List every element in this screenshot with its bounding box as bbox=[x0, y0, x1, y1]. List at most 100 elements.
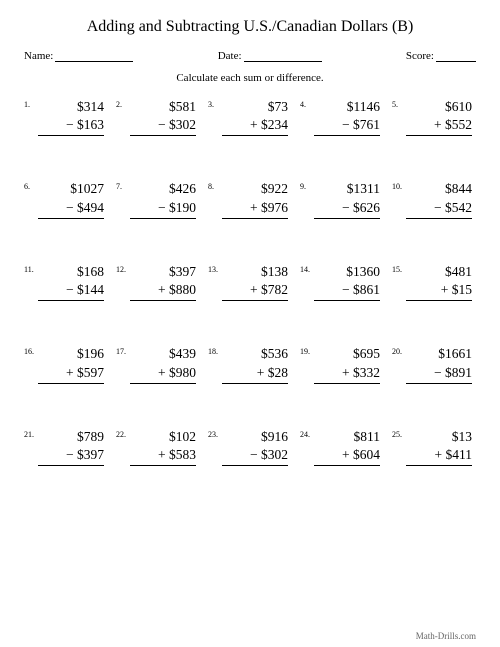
problem-number: 24. bbox=[300, 428, 314, 439]
problem-body: $1027− $494 bbox=[38, 180, 108, 218]
problem-grid: 1.$314− $1632.$581− $3023.$73+ $2344.$11… bbox=[24, 98, 476, 466]
operand-bottom: − $144 bbox=[38, 281, 104, 301]
problem-body: $922+ $976 bbox=[222, 180, 292, 218]
problem-body: $610+ $552 bbox=[406, 98, 476, 136]
problem-number: 13. bbox=[208, 263, 222, 274]
operand-top: $314 bbox=[38, 98, 104, 116]
operand-bottom: + $15 bbox=[406, 281, 472, 301]
problem-number: 9. bbox=[300, 180, 314, 191]
score-line[interactable] bbox=[436, 51, 476, 62]
problem: 6.$1027− $494 bbox=[24, 180, 108, 218]
problem-body: $1311− $626 bbox=[314, 180, 384, 218]
operand-bottom: + $782 bbox=[222, 281, 288, 301]
operand-bottom: − $761 bbox=[314, 116, 380, 136]
operand-bottom: + $552 bbox=[406, 116, 472, 136]
footer: Math-Drills.com bbox=[416, 631, 476, 641]
problem-number: 23. bbox=[208, 428, 222, 439]
operand-top: $168 bbox=[38, 263, 104, 281]
problem-number: 20. bbox=[392, 345, 406, 356]
date-label: Date: bbox=[218, 50, 242, 62]
problem-number: 5. bbox=[392, 98, 406, 109]
problem: 1.$314− $163 bbox=[24, 98, 108, 136]
problem-number: 19. bbox=[300, 345, 314, 356]
operand-bottom: + $583 bbox=[130, 446, 196, 466]
page-title: Adding and Subtracting U.S./Canadian Dol… bbox=[24, 18, 476, 36]
problem-number: 17. bbox=[116, 345, 130, 356]
problem: 7.$426− $190 bbox=[116, 180, 200, 218]
problem-body: $789− $397 bbox=[38, 428, 108, 466]
problem-body: $13+ $411 bbox=[406, 428, 476, 466]
problem-number: 25. bbox=[392, 428, 406, 439]
problem-body: $138+ $782 bbox=[222, 263, 292, 301]
instruction: Calculate each sum or difference. bbox=[24, 72, 476, 84]
operand-top: $73 bbox=[222, 98, 288, 116]
problem-number: 2. bbox=[116, 98, 130, 109]
problem-body: $196+ $597 bbox=[38, 345, 108, 383]
operand-top: $1360 bbox=[314, 263, 380, 281]
problem-body: $73+ $234 bbox=[222, 98, 292, 136]
operand-top: $844 bbox=[406, 180, 472, 198]
problem-number: 22. bbox=[116, 428, 130, 439]
problem: 4.$1146− $761 bbox=[300, 98, 384, 136]
operand-bottom: − $626 bbox=[314, 199, 380, 219]
date-field: Date: bbox=[218, 50, 322, 62]
date-line[interactable] bbox=[244, 51, 322, 62]
operand-top: $1311 bbox=[314, 180, 380, 198]
operand-top: $610 bbox=[406, 98, 472, 116]
problem-body: $1661− $891 bbox=[406, 345, 476, 383]
problem-number: 4. bbox=[300, 98, 314, 109]
problem-number: 18. bbox=[208, 345, 222, 356]
operand-bottom: − $163 bbox=[38, 116, 104, 136]
operand-top: $1146 bbox=[314, 98, 380, 116]
operand-bottom: − $542 bbox=[406, 199, 472, 219]
problem-body: $844− $542 bbox=[406, 180, 476, 218]
problem: 10.$844− $542 bbox=[392, 180, 476, 218]
problem-number: 11. bbox=[24, 263, 38, 274]
operand-top: $13 bbox=[406, 428, 472, 446]
problem-body: $314− $163 bbox=[38, 98, 108, 136]
operand-top: $439 bbox=[130, 345, 196, 363]
problem-body: $581− $302 bbox=[130, 98, 200, 136]
operand-top: $811 bbox=[314, 428, 380, 446]
problem-number: 7. bbox=[116, 180, 130, 191]
problem: 9.$1311− $626 bbox=[300, 180, 384, 218]
problem-body: $426− $190 bbox=[130, 180, 200, 218]
problem-number: 15. bbox=[392, 263, 406, 274]
score-field: Score: bbox=[406, 50, 476, 62]
operand-bottom: + $597 bbox=[38, 364, 104, 384]
operand-top: $138 bbox=[222, 263, 288, 281]
operand-top: $196 bbox=[38, 345, 104, 363]
problem-body: $916− $302 bbox=[222, 428, 292, 466]
problem: 2.$581− $302 bbox=[116, 98, 200, 136]
problem-number: 16. bbox=[24, 345, 38, 356]
operand-top: $581 bbox=[130, 98, 196, 116]
problem: 11.$168− $144 bbox=[24, 263, 108, 301]
problem-body: $695+ $332 bbox=[314, 345, 384, 383]
operand-bottom: − $397 bbox=[38, 446, 104, 466]
operand-top: $426 bbox=[130, 180, 196, 198]
operand-top: $481 bbox=[406, 263, 472, 281]
problem: 21.$789− $397 bbox=[24, 428, 108, 466]
operand-top: $789 bbox=[38, 428, 104, 446]
operand-bottom: + $234 bbox=[222, 116, 288, 136]
problem-number: 21. bbox=[24, 428, 38, 439]
problem: 22.$102+ $583 bbox=[116, 428, 200, 466]
header-row: Name: Date: Score: bbox=[24, 50, 476, 62]
problem-number: 6. bbox=[24, 180, 38, 191]
problem: 20.$1661− $891 bbox=[392, 345, 476, 383]
problem: 17.$439+ $980 bbox=[116, 345, 200, 383]
operand-top: $1661 bbox=[406, 345, 472, 363]
operand-top: $922 bbox=[222, 180, 288, 198]
problem: 23.$916− $302 bbox=[208, 428, 292, 466]
problem: 12.$397+ $880 bbox=[116, 263, 200, 301]
problem: 25.$13+ $411 bbox=[392, 428, 476, 466]
operand-bottom: − $494 bbox=[38, 199, 104, 219]
operand-bottom: + $976 bbox=[222, 199, 288, 219]
name-line[interactable] bbox=[55, 51, 133, 62]
operand-top: $102 bbox=[130, 428, 196, 446]
operand-bottom: + $28 bbox=[222, 364, 288, 384]
problem: 14.$1360− $861 bbox=[300, 263, 384, 301]
problem: 13.$138+ $782 bbox=[208, 263, 292, 301]
problem-number: 8. bbox=[208, 180, 222, 191]
problem: 16.$196+ $597 bbox=[24, 345, 108, 383]
